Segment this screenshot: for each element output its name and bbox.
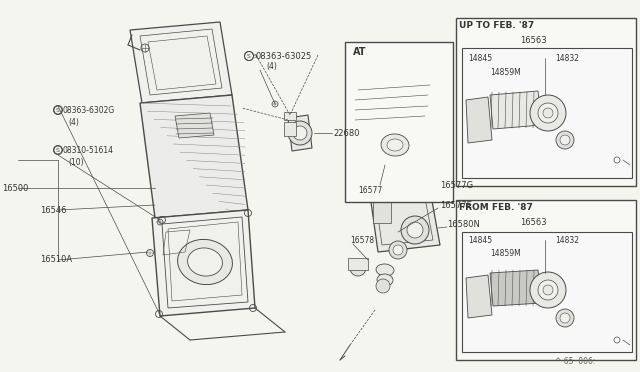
Text: S: S bbox=[56, 148, 60, 153]
Text: 08310-51614: 08310-51614 bbox=[62, 145, 113, 154]
Polygon shape bbox=[175, 113, 214, 138]
Polygon shape bbox=[490, 91, 542, 129]
Text: 14832: 14832 bbox=[555, 235, 579, 244]
Text: 16580N: 16580N bbox=[447, 219, 480, 228]
Text: 14859M: 14859M bbox=[490, 250, 521, 259]
Polygon shape bbox=[130, 22, 232, 103]
Circle shape bbox=[393, 245, 403, 255]
Text: 16577E: 16577E bbox=[440, 201, 472, 209]
Text: 14832: 14832 bbox=[555, 54, 579, 62]
Ellipse shape bbox=[377, 274, 393, 286]
Bar bbox=[373, 198, 391, 223]
Text: UP TO FEB. '87: UP TO FEB. '87 bbox=[459, 20, 534, 29]
Circle shape bbox=[401, 216, 429, 244]
Bar bbox=[462, 48, 632, 178]
Circle shape bbox=[543, 285, 553, 295]
Circle shape bbox=[560, 313, 570, 323]
Circle shape bbox=[560, 135, 570, 145]
Circle shape bbox=[376, 279, 390, 293]
Text: 16563: 16563 bbox=[520, 35, 547, 45]
Bar bbox=[456, 18, 636, 186]
Text: 08363-63025: 08363-63025 bbox=[255, 51, 311, 61]
Circle shape bbox=[530, 272, 566, 308]
Circle shape bbox=[556, 131, 574, 149]
Text: 16510A: 16510A bbox=[40, 256, 72, 264]
Text: 16563: 16563 bbox=[520, 218, 547, 227]
Text: FROM FEB. '87: FROM FEB. '87 bbox=[459, 202, 533, 212]
Ellipse shape bbox=[177, 240, 232, 285]
Text: 16577: 16577 bbox=[358, 186, 382, 195]
Polygon shape bbox=[152, 210, 255, 316]
Text: ^ 65  006:: ^ 65 006: bbox=[555, 357, 595, 366]
Text: 08363-6302G: 08363-6302G bbox=[62, 106, 115, 115]
Text: 16577G: 16577G bbox=[440, 180, 473, 189]
Ellipse shape bbox=[188, 248, 223, 276]
Text: (10): (10) bbox=[68, 157, 84, 167]
Text: (4): (4) bbox=[68, 118, 79, 126]
Bar bbox=[348, 258, 368, 270]
Text: 16578: 16578 bbox=[350, 235, 374, 244]
Text: (4): (4) bbox=[266, 61, 277, 71]
Text: 14859M: 14859M bbox=[490, 67, 521, 77]
Polygon shape bbox=[490, 270, 542, 306]
Bar bbox=[462, 232, 632, 352]
Text: 14845: 14845 bbox=[468, 54, 492, 62]
Circle shape bbox=[293, 126, 307, 140]
Polygon shape bbox=[288, 115, 312, 151]
Circle shape bbox=[538, 280, 558, 300]
Circle shape bbox=[350, 260, 366, 276]
Circle shape bbox=[556, 309, 574, 327]
Text: S: S bbox=[253, 54, 257, 58]
Bar bbox=[284, 112, 296, 120]
Circle shape bbox=[543, 108, 553, 118]
Polygon shape bbox=[466, 275, 492, 318]
Text: 16546: 16546 bbox=[40, 205, 67, 215]
Text: 16500: 16500 bbox=[2, 183, 28, 192]
Ellipse shape bbox=[376, 264, 394, 276]
Bar bbox=[345, 42, 453, 202]
Text: AT: AT bbox=[353, 47, 367, 57]
Polygon shape bbox=[140, 95, 248, 218]
Polygon shape bbox=[466, 97, 492, 143]
Circle shape bbox=[530, 95, 566, 131]
Text: S: S bbox=[247, 54, 251, 58]
Circle shape bbox=[389, 241, 407, 259]
Circle shape bbox=[407, 222, 423, 238]
Ellipse shape bbox=[381, 134, 409, 156]
Circle shape bbox=[538, 103, 558, 123]
Text: 22680: 22680 bbox=[333, 128, 360, 138]
Circle shape bbox=[288, 121, 312, 145]
Text: S: S bbox=[56, 108, 60, 112]
Ellipse shape bbox=[387, 139, 403, 151]
Text: 14845: 14845 bbox=[468, 235, 492, 244]
Polygon shape bbox=[370, 190, 440, 252]
Bar bbox=[284, 122, 296, 136]
Bar bbox=[456, 200, 636, 360]
